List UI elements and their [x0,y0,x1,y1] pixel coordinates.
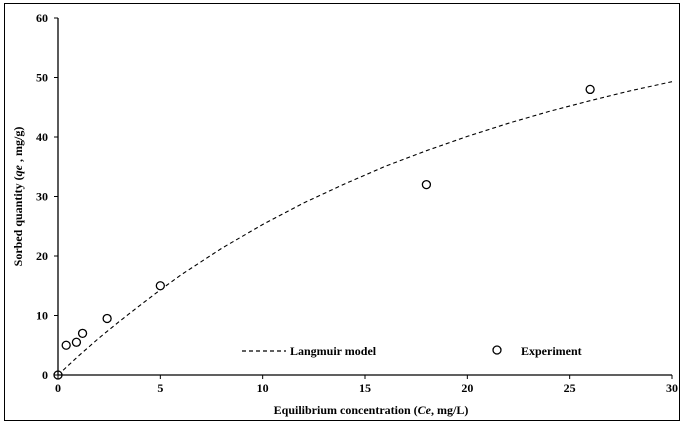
plot-marks [53,81,673,380]
legend-experiment-label: Experiment [521,344,582,358]
y-tick-label: 10 [36,309,48,323]
x-tick-label: 20 [461,381,473,395]
y-tick-label: 30 [36,190,48,204]
axes [57,18,672,376]
y-tick-label: 50 [36,71,48,85]
x-tick-label: 25 [564,381,576,395]
x-tick-label: 5 [157,381,163,395]
y-axis-label-part: , mg/g) [11,127,25,165]
experiment-point [585,84,595,95]
x-axis-label-symbol: Ce [418,403,432,417]
x-tick-label: 10 [257,381,269,395]
y-tick-label: 60 [36,11,48,25]
x-axis-label-part: Equilibrium concentration ( [274,403,418,417]
x-tick-label: 0 [55,381,61,395]
y-tick-label: 20 [36,249,48,263]
x-axis-label: Equilibrium concentration (Ce, mg/L) [274,403,469,417]
y-axis-label-symbol: qe [11,164,25,176]
x-tick-label: 15 [359,381,371,395]
legend: Langmuir model Experiment [242,344,582,358]
experiment-point [71,337,82,347]
legend-langmuir-label: Langmuir model [290,344,377,358]
experiment-point [77,328,88,339]
y-axis-label: Sorbed quantity (qe , mg/g) [11,127,25,267]
x-axis-label-part: , mg/L) [431,403,468,417]
axis-ticks: 0 10 20 30 40 50 60 0 5 10 15 20 25 30 [36,11,678,395]
experiment-point [61,340,71,350]
y-tick-label: 0 [42,368,48,382]
experiment-point [421,179,432,190]
chart-frame [4,3,680,421]
x-tick-label: 30 [666,381,678,395]
experiment-point [155,281,165,291]
langmuir-model-line [57,81,673,376]
y-axis-label-part: Sorbed quantity ( [11,176,25,266]
y-tick-label: 40 [36,130,48,144]
experiment-point [102,313,112,324]
legend-experiment-swatch [492,345,502,355]
